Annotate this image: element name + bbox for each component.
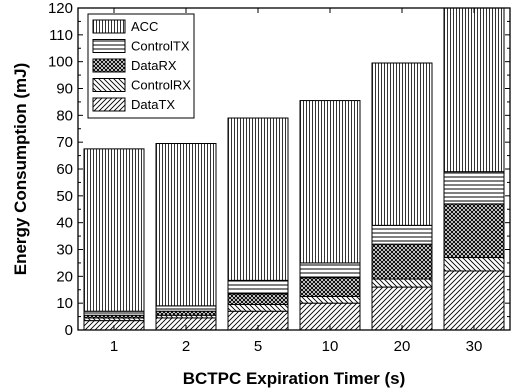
legend-swatch-datatx: [92, 97, 126, 112]
legend-label: DataTX: [131, 97, 175, 112]
bar-segment-datarx: [155, 310, 217, 316]
bar-segment-datarx: [371, 243, 433, 280]
bar-segment-controlrx: [227, 304, 289, 312]
bar-segment-acc: [83, 148, 145, 312]
y-tick-label: 40: [56, 215, 73, 232]
bar-segment-datarx: [299, 277, 361, 297]
bar-segment-datatx: [443, 270, 505, 331]
y-tick-label: 100: [48, 54, 73, 71]
bar-segment-datatx: [371, 286, 433, 331]
bar-segment-controltx: [443, 171, 505, 205]
bar-segment-datarx: [443, 203, 505, 259]
bar-segment-controltx: [83, 310, 145, 316]
y-tick-label: 80: [56, 107, 73, 124]
x-tick-label: 20: [394, 338, 411, 355]
bar-segment-acc: [443, 7, 505, 173]
x-tick-label: 1: [110, 338, 118, 355]
legend-label: ControlRX: [131, 78, 191, 93]
legend-label: DataRX: [131, 58, 177, 73]
legend: ACC ControlTX DataRX ControlRX DataTX: [87, 13, 195, 119]
bar-segment-datarx: [227, 293, 289, 306]
x-tick-label: 2: [182, 338, 190, 355]
bar-segment-controltx: [155, 305, 217, 312]
bar-segment-acc: [299, 100, 361, 264]
y-axis-ticks: 0 10 20 30 40 50 60 70 80 90 100 110 120: [48, 0, 510, 339]
y-tick-label: 10: [56, 295, 73, 312]
bar-segment-controlrx: [371, 278, 433, 288]
legend-swatch-acc: [92, 19, 126, 34]
y-tick-label: 110: [49, 27, 73, 44]
legend-label: ControlTX: [131, 39, 190, 54]
bar-segment-acc: [155, 143, 217, 307]
y-tick-label: 20: [56, 268, 73, 285]
legend-swatch-controltx: [92, 39, 126, 53]
y-tick-label: 50: [56, 188, 73, 205]
legend-swatch-datarx: [92, 58, 126, 73]
bar-segment-controltx: [371, 224, 433, 245]
bar-segment-controltx: [299, 262, 361, 279]
bar-segment-controlrx: [443, 257, 505, 272]
y-tick-label: 60: [56, 161, 73, 178]
bar-segment-controltx: [227, 279, 289, 295]
y-tick-label: 0: [65, 322, 73, 339]
x-axis-ticks: 1 2 5 10 20 30: [110, 8, 483, 355]
bar-segment-controlrx: [299, 295, 361, 304]
y-tick-label: 70: [56, 134, 73, 151]
x-tick-label: 5: [254, 338, 262, 355]
y-tick-label: 30: [56, 242, 73, 259]
y-tick-label: 120: [48, 0, 73, 17]
bar-segment-acc: [371, 62, 433, 226]
x-tick-label: 30: [466, 338, 483, 355]
y-axis-title: Energy Consumption (mJ): [11, 63, 30, 276]
x-axis-title: BCTPC Expiration Timer (s): [183, 369, 406, 388]
bar-segment-acc: [227, 117, 289, 281]
legend-label: ACC: [131, 19, 158, 34]
x-tick-label: 10: [322, 338, 339, 355]
y-tick-label: 90: [56, 81, 73, 98]
legend-swatch-controlrx: [92, 78, 126, 92]
